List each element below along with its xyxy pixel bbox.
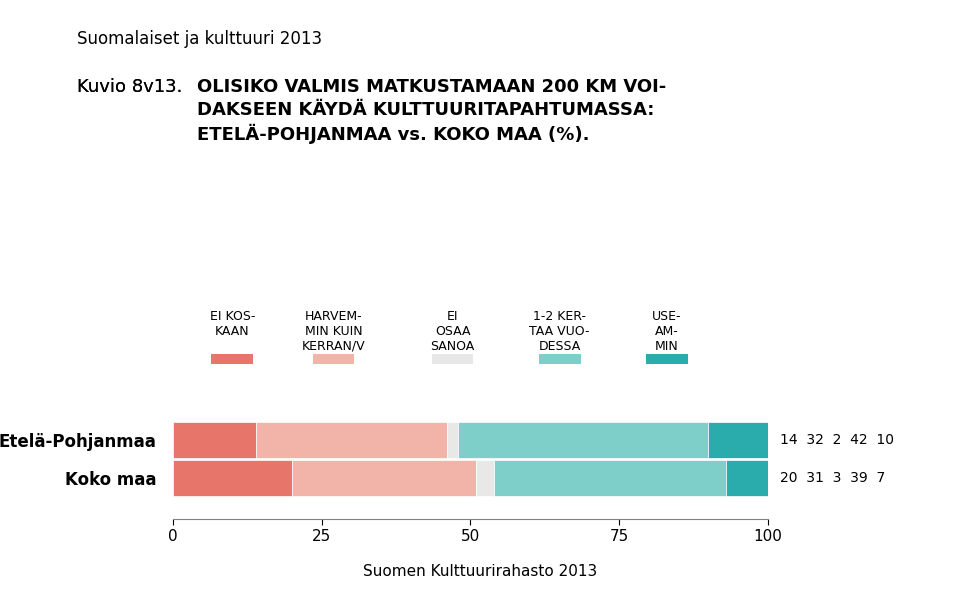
Bar (173, 460, 292, 496)
FancyBboxPatch shape (646, 353, 687, 364)
Bar (459, 422, 708, 458)
Bar (292, 460, 476, 496)
Text: EI
OSAA
SANOA: EI OSAA SANOA (430, 310, 474, 353)
Bar (256, 422, 446, 458)
FancyBboxPatch shape (313, 353, 354, 364)
Bar (173, 422, 256, 458)
Text: Suomalaiset ja kulttuuri 2013: Suomalaiset ja kulttuuri 2013 (77, 30, 322, 48)
Text: HARVEM-
MIN KUIN
KERRAN/V: HARVEM- MIN KUIN KERRAN/V (301, 310, 366, 353)
Text: 1-2 KER-
TAA VUO-
DESSA: 1-2 KER- TAA VUO- DESSA (529, 310, 590, 353)
Bar (446, 422, 459, 458)
Bar (476, 460, 494, 496)
Text: USE-
AM-
MIN: USE- AM- MIN (652, 310, 682, 353)
Bar (494, 460, 727, 496)
Bar (727, 460, 768, 496)
Text: EI KOS-
KAAN: EI KOS- KAAN (209, 310, 255, 338)
Text: Kuvio 8v13.: Kuvio 8v13. (77, 78, 182, 96)
FancyBboxPatch shape (211, 353, 253, 364)
FancyBboxPatch shape (432, 353, 473, 364)
Text: Kuvio 8v13.: Kuvio 8v13. (77, 78, 182, 96)
Text: 14  32  2  42  10: 14 32 2 42 10 (780, 433, 894, 447)
FancyBboxPatch shape (539, 353, 581, 364)
Text: OLISIKO VALMIS MATKUSTAMAAN 200 KM VOI-
DAKSEEN KÄYDÄ KULTTUURITAPAHTUMASSA:
ETE: OLISIKO VALMIS MATKUSTAMAAN 200 KM VOI- … (197, 78, 666, 144)
Bar (708, 422, 768, 458)
Text: 20  31  3  39  7: 20 31 3 39 7 (780, 471, 885, 485)
Text: Suomen Kulttuurirahasto 2013: Suomen Kulttuurirahasto 2013 (363, 564, 597, 579)
